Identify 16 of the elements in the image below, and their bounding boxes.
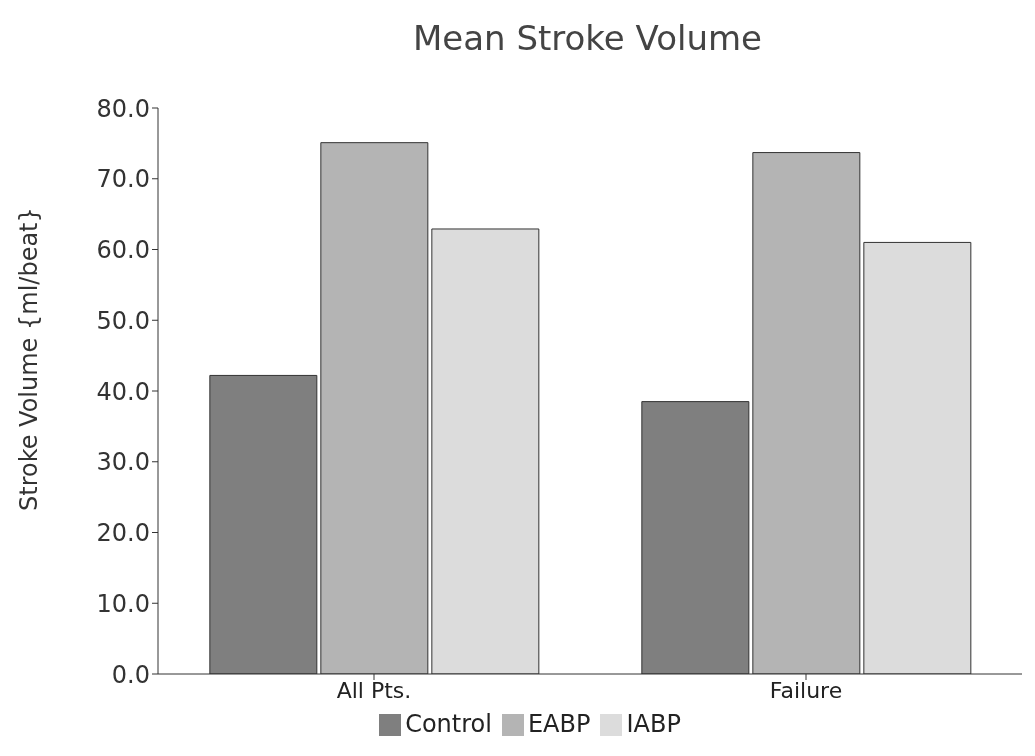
y-tick-label: 10.0 — [96, 589, 150, 618]
legend-label: EABP — [527, 710, 591, 738]
y-tick-label: 60.0 — [96, 236, 150, 265]
legend-label: IABP — [626, 710, 681, 738]
x-tick-label: Failure — [769, 677, 843, 703]
y-tick-label: 50.0 — [96, 306, 150, 335]
y-tick-label: 40.0 — [96, 377, 150, 406]
x-tick-label: All Pts. — [336, 677, 412, 703]
y-tick-label: 30.0 — [96, 448, 150, 477]
legend-label: Control — [405, 710, 492, 738]
y-tick-label: 0.0 — [111, 660, 150, 689]
y-tick-label: 20.0 — [96, 519, 150, 548]
y-axis-title: Stroke Volume {ml/beat} — [14, 207, 43, 511]
y-tick-label: 70.0 — [96, 165, 150, 194]
y-tick-label: 80.0 — [96, 94, 150, 123]
chart-title: Mean Stroke Volume — [411, 18, 764, 60]
